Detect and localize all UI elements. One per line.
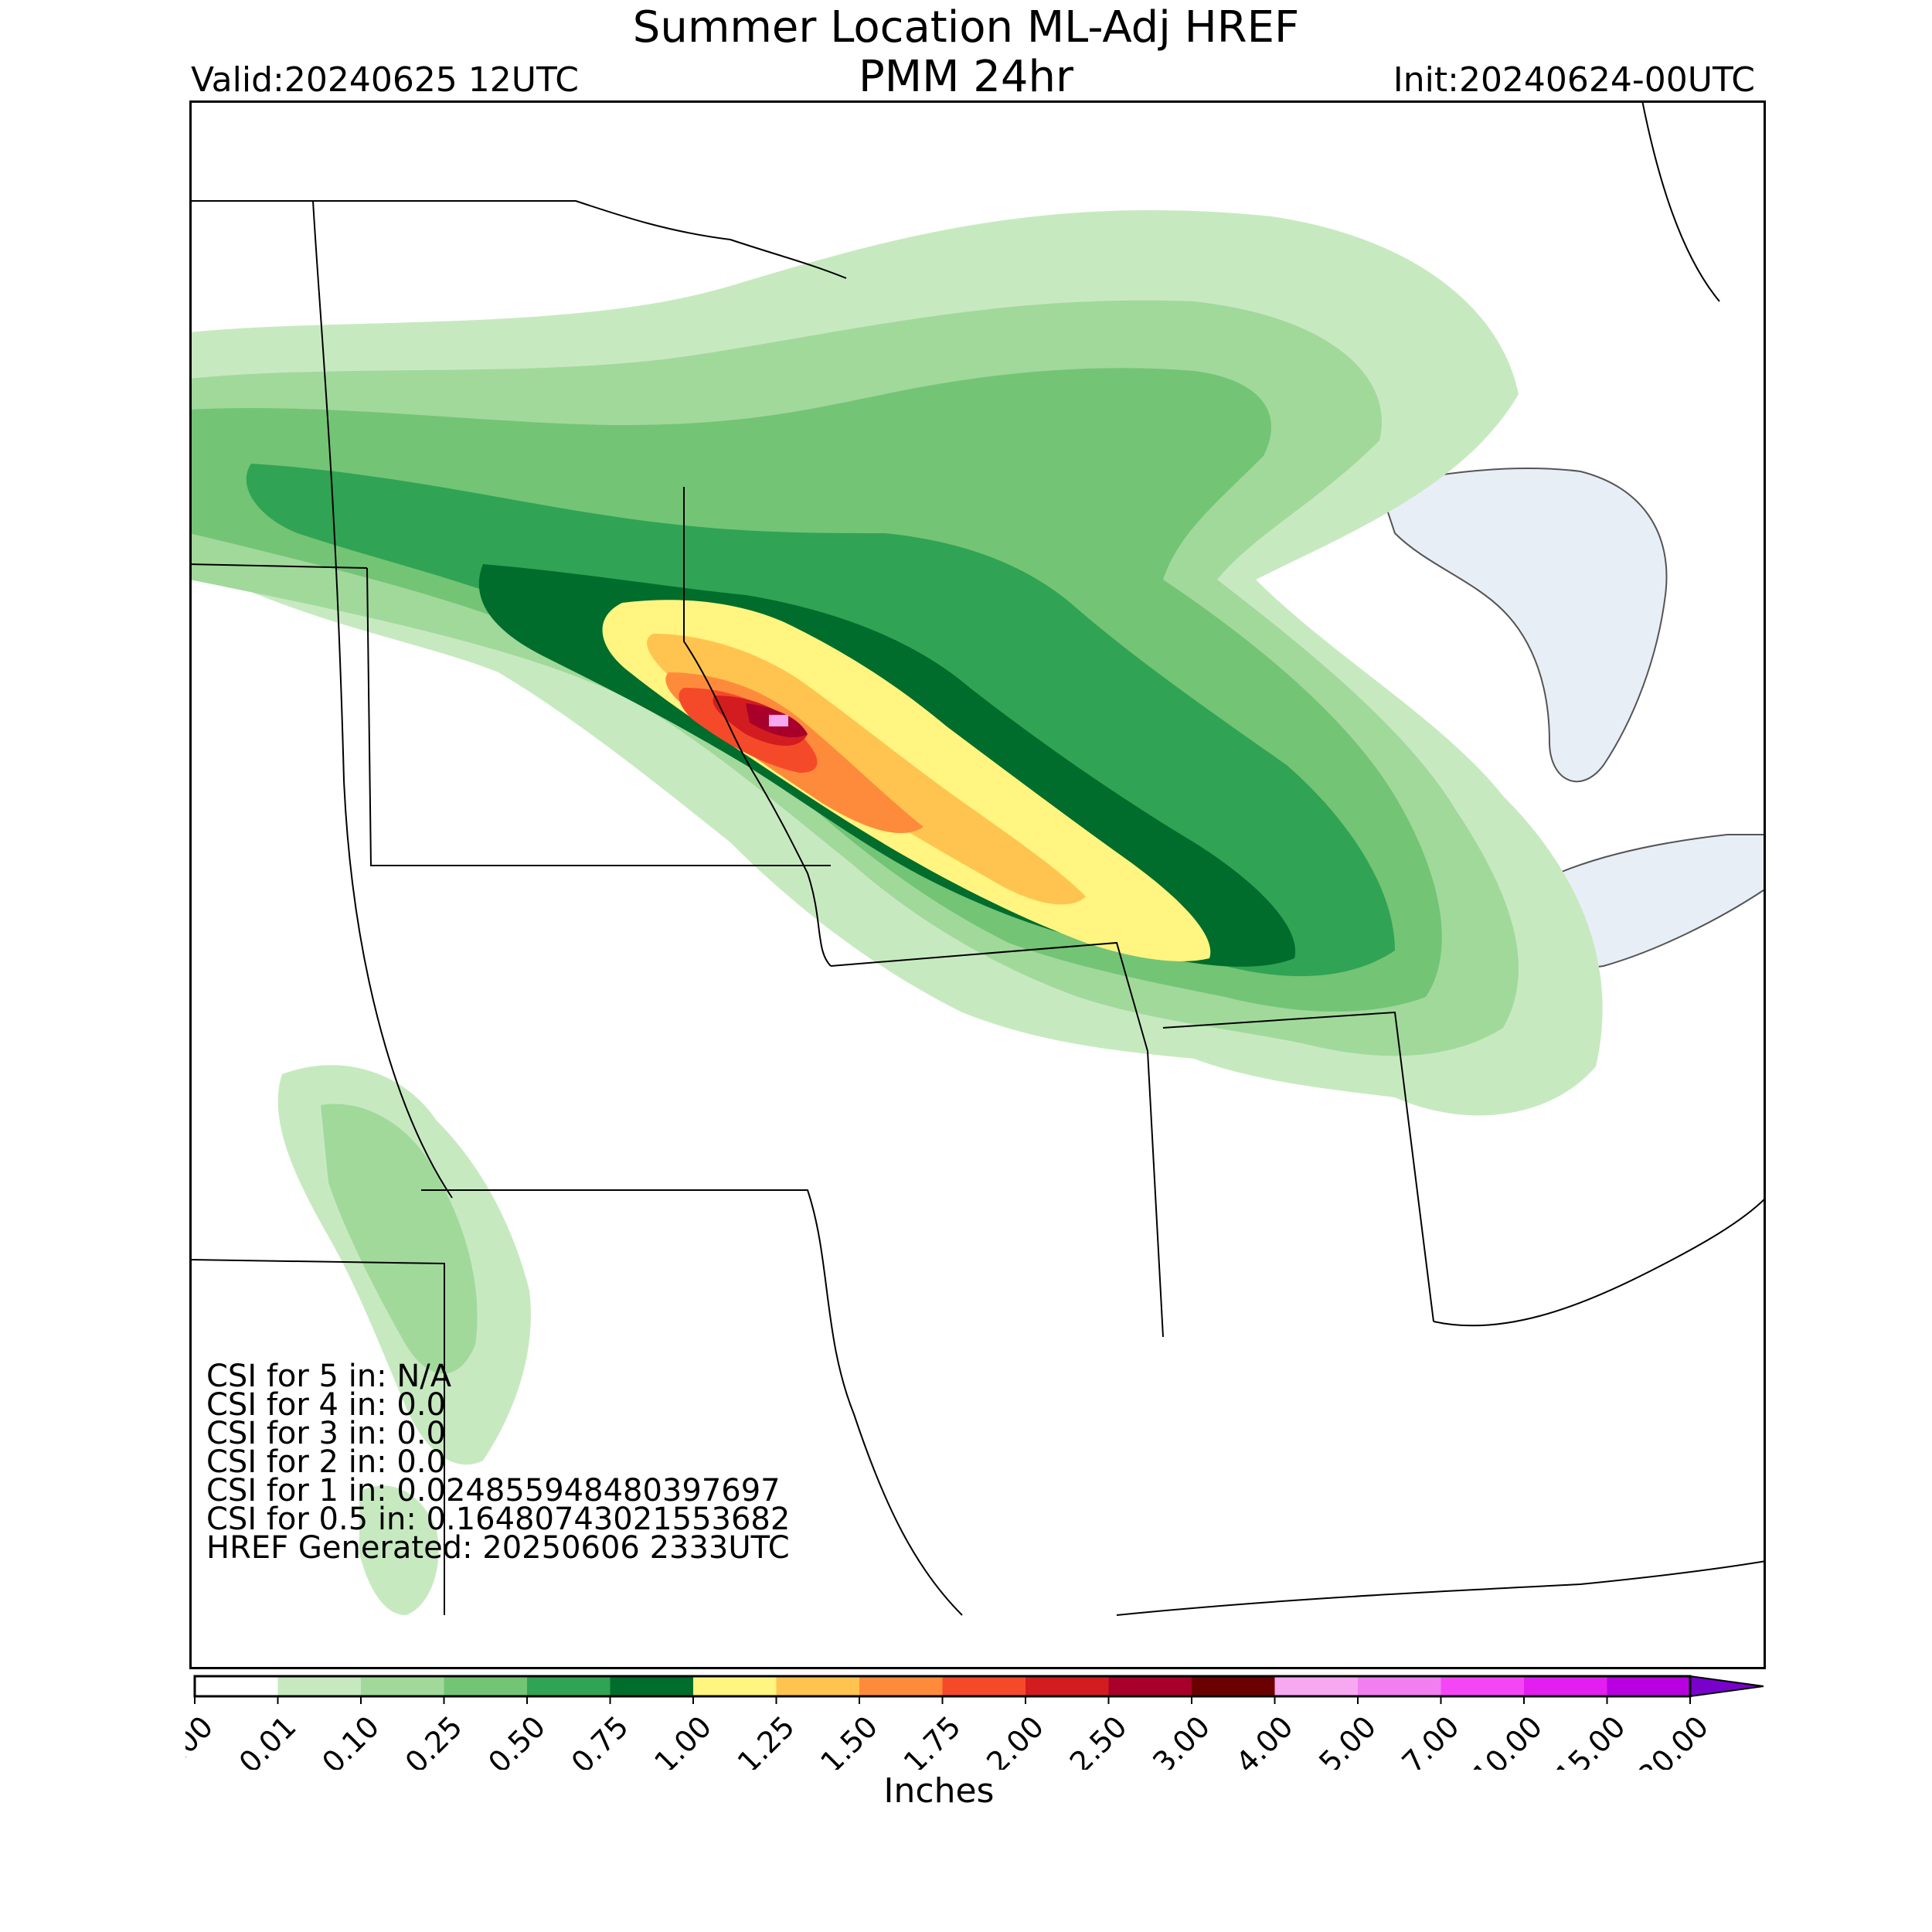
colorbar-swatch xyxy=(1358,1676,1441,1696)
colorbar-extend-arrow xyxy=(1689,1675,1764,1698)
state-border-9 xyxy=(1116,1560,1766,1616)
colorbar-tick-label: 1.25 xyxy=(731,1709,801,1770)
state-border-7 xyxy=(421,1189,963,1616)
colorbar-swatch xyxy=(693,1676,777,1696)
colorbar-tick-label: 3.00 xyxy=(1146,1709,1216,1770)
colorbar-tick-label: 0.10 xyxy=(315,1709,386,1770)
precip-light-3 xyxy=(359,1485,439,1615)
csi-1in: CSI for 1 in: 0.024855948480397697 xyxy=(206,1473,781,1509)
colorbar-swatch xyxy=(277,1676,362,1696)
boundaries xyxy=(189,100,1766,1616)
colorbar-tick-label: 2.50 xyxy=(1063,1709,1134,1770)
colorbar-tick-label: 5.00 xyxy=(1312,1709,1383,1770)
map-subtitle: PMM 24hr xyxy=(859,52,1073,102)
colorbar-swatch xyxy=(1274,1676,1359,1696)
precip-010-2 xyxy=(321,1104,478,1374)
init-time: Init:20240624-00UTC xyxy=(1393,60,1755,100)
valid-time: Valid:20240625 12UTC xyxy=(191,60,580,100)
colorbar: 0.00 0.01 0.10 0.25 0.50 0.75 1.00 1.25 1.50 1.75… xyxy=(185,1675,1764,1770)
state-border-6 xyxy=(830,941,1164,1338)
state-border-10 xyxy=(1641,100,1720,302)
lake-huron xyxy=(1378,468,1668,783)
colorbar-swatch xyxy=(1524,1676,1607,1696)
map-title: Summer Location ML-Adj HREF xyxy=(632,2,1300,53)
precipitation-field xyxy=(189,210,1603,1615)
colorbar-tick-label: 0.25 xyxy=(399,1709,469,1770)
csi-5in: CSI for 5 in: N/A xyxy=(206,1359,452,1394)
ohio-river xyxy=(1433,1197,1766,1327)
csi-stats: CSI for 5 in: N/A CSI for 4 in: 0.0 CSI … xyxy=(206,1359,791,1566)
state-border-1 xyxy=(312,200,453,1199)
colorbar-swatch xyxy=(444,1676,528,1696)
colorbar-swatch xyxy=(776,1676,860,1696)
precip-400 xyxy=(769,715,788,726)
colorbar-swatch xyxy=(527,1676,611,1696)
state-border-4 xyxy=(189,1259,445,1615)
csi-05in: CSI for 0.5 in: 0.16480743021553682 xyxy=(206,1502,791,1537)
state-border-3 xyxy=(366,567,831,866)
csi-4in: CSI for 4 in: 0.0 xyxy=(206,1387,446,1423)
colorbar-tick-label: 2.00 xyxy=(980,1709,1050,1770)
state-border-8 xyxy=(1162,1011,1434,1322)
colorbar-tick-label: 1.50 xyxy=(814,1709,884,1770)
colorbar-swatch xyxy=(361,1676,444,1696)
state-border-5 xyxy=(683,487,832,967)
colorbar-swatch xyxy=(1192,1676,1275,1696)
colorbar-tick-label: 15.00 xyxy=(1549,1709,1632,1770)
colorbar-tick-label: 4.00 xyxy=(1230,1709,1300,1770)
colorbar-swatch xyxy=(942,1676,1026,1696)
colorbar-swatch xyxy=(195,1676,278,1696)
us-canada-border xyxy=(189,200,847,279)
colorbar-tick-label: 0.50 xyxy=(481,1709,552,1770)
colorbar-swatch xyxy=(859,1676,943,1696)
colorbar-swatch xyxy=(1607,1676,1691,1696)
csi-2in: CSI for 2 in: 0.0 xyxy=(206,1444,446,1480)
colorbar-tick-label: 0.00 xyxy=(185,1709,219,1770)
href-generated: HREF Generated: 20250606 2333UTC xyxy=(206,1530,790,1566)
colorbar-tick-label: 1.00 xyxy=(648,1709,718,1770)
csi-3in: CSI for 3 in: 0.0 xyxy=(206,1416,446,1451)
colorbar-tick-label: 1.75 xyxy=(897,1709,968,1770)
colorbar-tick-label: 10.00 xyxy=(1465,1709,1549,1770)
map-frame xyxy=(189,100,1766,1669)
precipitation-map xyxy=(189,100,1766,1669)
colorbar-swatch xyxy=(610,1676,694,1696)
colorbar-swatch xyxy=(1026,1676,1109,1696)
colorbar-tick-label: 20.00 xyxy=(1631,1709,1715,1770)
colorbar-tick-label: 0.75 xyxy=(565,1709,635,1770)
state-border-2 xyxy=(189,563,368,569)
colorbar-tick-label: 0.01 xyxy=(233,1709,303,1770)
colorbar-tick-label: 7.00 xyxy=(1396,1709,1466,1770)
colorbar-swatch xyxy=(1108,1676,1192,1696)
colorbar-swatch xyxy=(1440,1676,1525,1696)
colorbar-label: Inches xyxy=(883,1771,995,1811)
